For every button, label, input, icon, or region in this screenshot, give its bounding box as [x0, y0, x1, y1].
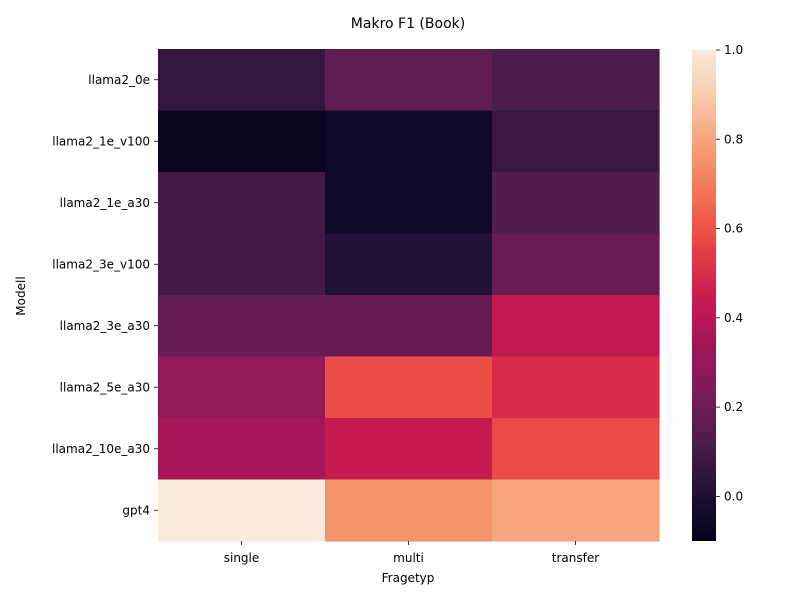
heatmap-cell	[492, 110, 660, 173]
heatmap-cell	[492, 233, 660, 296]
heatmap-cell	[325, 418, 493, 481]
heatmap-cell	[492, 479, 660, 542]
heatmap-cell	[325, 356, 493, 419]
row-label: llama2_10e_a30	[52, 442, 150, 456]
row-label: llama2_0e	[88, 73, 150, 87]
heatmap-cell	[158, 479, 326, 542]
heatmap-cell	[158, 49, 326, 112]
heatmap-cell	[325, 172, 493, 235]
row-label: llama2_5e_a30	[60, 380, 150, 394]
x-axis-label: Fragetyp	[382, 571, 435, 585]
column-label: multi	[393, 551, 424, 565]
heatmap-cell	[325, 49, 493, 112]
heatmap-cell	[492, 49, 660, 112]
heatmap-cell	[158, 356, 326, 419]
heatmap-cell	[325, 479, 493, 542]
row-label: gpt4	[122, 503, 150, 517]
row-label: llama2_3e_a30	[60, 319, 150, 333]
heatmap-cell	[325, 295, 493, 358]
row-label: llama2_1e_v100	[52, 134, 150, 148]
heatmap-cell	[158, 418, 326, 481]
y-axis-label: Modell	[14, 276, 28, 315]
column-label: transfer	[552, 551, 599, 565]
heatmap-cell	[492, 295, 660, 358]
row-label: llama2_3e_v100	[52, 257, 150, 271]
row-labels: llama2_0e llama2_1e_v100 llama2_1e_a30llam…	[52, 73, 158, 517]
heatmap-cell	[158, 110, 326, 173]
heatmap-cell	[158, 295, 326, 358]
heatmap-cell	[325, 233, 493, 296]
column-label: single	[224, 551, 260, 565]
colorbar	[692, 50, 716, 541]
colorbar-ticks: 0.0 0.2 0.4 0.6 0.8 1.0	[716, 43, 743, 503]
heatmap-cell	[492, 418, 660, 481]
colorbar-tick-label: 0.2	[724, 400, 743, 414]
heatmap-cell	[158, 172, 326, 235]
heatmap-cell	[492, 172, 660, 235]
heatmap-cell	[325, 110, 493, 173]
colorbar-tick-label: 0.6	[724, 222, 743, 236]
heatmap-cells	[158, 49, 660, 542]
chart-title: Makro F1 (Book)	[351, 16, 465, 32]
colorbar-tick-label: 0.0	[724, 489, 743, 503]
row-label: llama2_1e_a30	[60, 196, 150, 210]
column-labels: single multi transfer	[224, 541, 599, 565]
colorbar-tick-label: 1.0	[724, 43, 743, 57]
heatmap-cell	[158, 233, 326, 296]
colorbar-tick-label: 0.8	[724, 132, 743, 146]
colorbar-tick-label: 0.4	[724, 311, 743, 325]
heatmap-cell	[492, 356, 660, 419]
